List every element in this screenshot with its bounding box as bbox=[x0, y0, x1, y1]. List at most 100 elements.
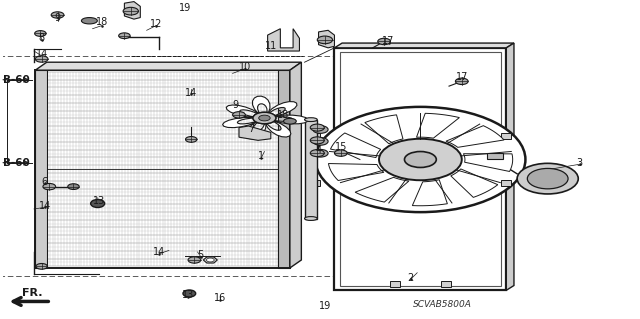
Circle shape bbox=[310, 124, 324, 131]
Ellipse shape bbox=[183, 290, 196, 297]
Text: 4: 4 bbox=[316, 145, 322, 155]
Text: 19: 19 bbox=[319, 301, 331, 311]
Bar bbox=[35, 70, 290, 268]
Circle shape bbox=[118, 33, 130, 39]
Circle shape bbox=[517, 163, 579, 194]
Ellipse shape bbox=[305, 217, 317, 220]
Circle shape bbox=[317, 36, 333, 44]
Text: 17: 17 bbox=[382, 36, 395, 47]
Polygon shape bbox=[267, 101, 297, 117]
Ellipse shape bbox=[284, 118, 296, 124]
Circle shape bbox=[253, 112, 276, 124]
Text: B-60: B-60 bbox=[3, 75, 29, 85]
Polygon shape bbox=[446, 126, 504, 147]
Text: 19: 19 bbox=[179, 3, 191, 13]
Circle shape bbox=[404, 152, 436, 167]
Text: 3: 3 bbox=[577, 158, 582, 168]
Text: FR.: FR. bbox=[22, 288, 42, 298]
Polygon shape bbox=[417, 113, 460, 138]
Bar bbox=[35, 70, 47, 268]
Polygon shape bbox=[35, 62, 301, 70]
Text: 13: 13 bbox=[182, 290, 194, 300]
Polygon shape bbox=[412, 180, 447, 206]
Polygon shape bbox=[246, 121, 266, 139]
Circle shape bbox=[68, 184, 79, 189]
Circle shape bbox=[335, 150, 347, 156]
Text: SCVAB5800A: SCVAB5800A bbox=[413, 300, 472, 309]
Ellipse shape bbox=[81, 18, 97, 24]
Bar bbox=[278, 70, 290, 268]
Text: 14: 14 bbox=[36, 49, 48, 59]
Polygon shape bbox=[330, 133, 381, 158]
Text: 14: 14 bbox=[38, 201, 51, 211]
Circle shape bbox=[527, 168, 568, 189]
Bar bbox=[487, 153, 503, 159]
Polygon shape bbox=[355, 177, 409, 202]
Bar bbox=[305, 120, 317, 219]
Text: 18: 18 bbox=[96, 17, 108, 27]
Circle shape bbox=[313, 137, 328, 145]
Bar bbox=[340, 52, 501, 286]
Polygon shape bbox=[226, 105, 260, 118]
Circle shape bbox=[186, 137, 197, 142]
Text: 15: 15 bbox=[335, 142, 347, 152]
Bar bbox=[441, 281, 451, 287]
Circle shape bbox=[258, 115, 271, 121]
Circle shape bbox=[51, 12, 64, 18]
Polygon shape bbox=[271, 115, 308, 124]
Polygon shape bbox=[223, 117, 259, 128]
Circle shape bbox=[310, 137, 324, 144]
Polygon shape bbox=[290, 62, 301, 268]
Text: 2: 2 bbox=[408, 272, 414, 283]
Circle shape bbox=[310, 150, 324, 157]
Text: 9: 9 bbox=[233, 100, 239, 110]
Polygon shape bbox=[328, 164, 384, 181]
Circle shape bbox=[316, 107, 525, 212]
Polygon shape bbox=[335, 43, 514, 48]
Circle shape bbox=[43, 183, 56, 190]
Text: 7: 7 bbox=[248, 124, 255, 134]
Circle shape bbox=[378, 38, 390, 45]
Circle shape bbox=[456, 78, 468, 85]
Polygon shape bbox=[253, 96, 270, 115]
Polygon shape bbox=[506, 43, 514, 290]
Text: 14: 14 bbox=[185, 87, 197, 98]
Text: 13: 13 bbox=[93, 196, 105, 206]
Text: 5: 5 bbox=[198, 250, 204, 260]
Text: 8: 8 bbox=[38, 33, 45, 43]
Text: B-60: B-60 bbox=[3, 158, 29, 168]
Text: 9: 9 bbox=[54, 12, 61, 23]
Circle shape bbox=[36, 263, 47, 269]
Text: 1: 1 bbox=[258, 151, 264, 161]
Circle shape bbox=[232, 112, 245, 118]
Ellipse shape bbox=[91, 200, 105, 208]
Text: 16: 16 bbox=[214, 293, 226, 303]
Polygon shape bbox=[451, 169, 498, 197]
Bar bbox=[390, 281, 400, 287]
Bar bbox=[501, 133, 511, 139]
Text: 11: 11 bbox=[265, 41, 277, 51]
Bar bbox=[501, 180, 511, 186]
Circle shape bbox=[379, 139, 462, 180]
Polygon shape bbox=[319, 30, 335, 48]
Circle shape bbox=[253, 112, 276, 124]
Circle shape bbox=[35, 56, 48, 62]
Circle shape bbox=[207, 258, 214, 262]
Polygon shape bbox=[463, 154, 513, 172]
Text: 10: 10 bbox=[239, 62, 252, 72]
Circle shape bbox=[313, 149, 328, 157]
Polygon shape bbox=[365, 115, 403, 144]
Polygon shape bbox=[204, 257, 218, 263]
Text: 18: 18 bbox=[277, 110, 290, 120]
Text: 14: 14 bbox=[154, 247, 166, 257]
Text: 17: 17 bbox=[456, 71, 468, 82]
Bar bbox=[310, 133, 321, 139]
Circle shape bbox=[123, 7, 138, 15]
Circle shape bbox=[188, 257, 201, 263]
Circle shape bbox=[313, 126, 328, 133]
Polygon shape bbox=[266, 120, 291, 137]
Polygon shape bbox=[124, 2, 140, 19]
Polygon shape bbox=[268, 29, 300, 51]
Bar bbox=[310, 180, 321, 186]
Polygon shape bbox=[239, 126, 271, 140]
